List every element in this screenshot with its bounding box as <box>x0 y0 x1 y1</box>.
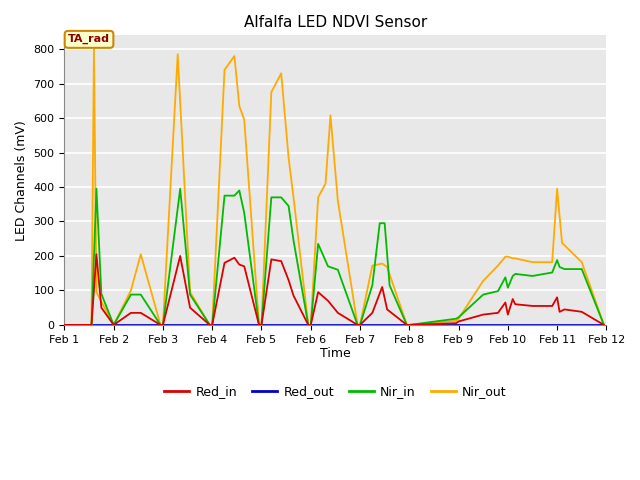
Legend: Red_in, Red_out, Nir_in, Nir_out: Red_in, Red_out, Nir_in, Nir_out <box>159 380 511 403</box>
Title: Alfalfa LED NDVI Sensor: Alfalfa LED NDVI Sensor <box>244 15 427 30</box>
X-axis label: Time: Time <box>320 348 351 360</box>
Y-axis label: LED Channels (mV): LED Channels (mV) <box>15 120 28 240</box>
Text: TA_rad: TA_rad <box>68 34 110 45</box>
